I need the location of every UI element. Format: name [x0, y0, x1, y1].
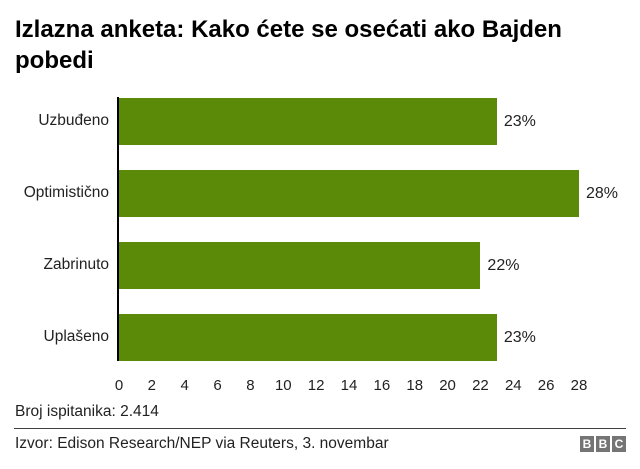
bar-row: Zabrinuto 22% — [14, 229, 626, 301]
value-label: 28% — [586, 184, 619, 202]
bar — [119, 169, 579, 217]
value-label: 23% — [503, 328, 536, 346]
bar-row: Uzbuđeno 23% — [14, 85, 626, 157]
x-tick-label: 4 — [180, 377, 189, 394]
bbc-logo-letter: B — [596, 436, 610, 452]
x-tick-label: 8 — [246, 377, 255, 394]
chart-title-line1: Izlazna anketa: Kako ćete se osećati ako… — [15, 16, 562, 43]
bar — [119, 313, 497, 361]
value-label: 22% — [487, 256, 520, 274]
footer-divider — [14, 428, 626, 429]
x-tick-label: 16 — [373, 377, 391, 394]
x-tick-label: 0 — [114, 377, 124, 394]
x-tick-label: 20 — [439, 377, 456, 394]
x-axis: 0 2 4 6 8 10 12 14 16 18 20 22 24 26 28 — [115, 373, 588, 395]
respondents-note: Broj ispitanika: 2.414 — [15, 403, 159, 420]
category-label: Zabrinuto — [43, 256, 109, 273]
x-tick-label: 10 — [274, 377, 292, 394]
bar-plot: 23% — [119, 313, 579, 361]
category-label: Uplašeno — [43, 328, 110, 345]
x-tick-label: 28 — [570, 377, 588, 394]
bbc-logo: B B C — [580, 436, 626, 452]
bar-plot: 28% — [119, 169, 618, 217]
footer: Izvor: Edison Research/NEP via Reuters, … — [14, 435, 626, 453]
bar — [119, 97, 497, 145]
chart-rows: Uzbuđeno 23% Optimistično 28% Zabrinuto 22% Up… — [14, 85, 626, 373]
x-tick-label: 2 — [147, 377, 157, 394]
category-label: Uzbuđeno — [38, 112, 109, 129]
bar-plot: 22% — [119, 241, 579, 289]
x-tick-label: 22 — [472, 377, 489, 394]
bar-chart: Uzbuđeno 23% Optimistično 28% Zabrinuto 22% Up… — [14, 85, 626, 395]
y-axis-line — [117, 97, 119, 361]
chart-title-line2: pobedi — [15, 47, 94, 74]
chart-title: Izlazna anketa: Kako ćete se osećati ako… — [15, 14, 626, 76]
x-tick-label: 14 — [340, 377, 358, 394]
bar-plot: 23% — [119, 97, 579, 145]
category-label: Optimistično — [23, 184, 109, 201]
value-label: 23% — [503, 112, 536, 130]
bar — [119, 241, 481, 289]
bbc-logo-letter: C — [612, 436, 626, 452]
x-tick-label: 24 — [504, 377, 522, 394]
x-tick-label: 18 — [406, 377, 424, 394]
bar-row: Uplašeno 23% — [14, 301, 626, 373]
x-tick-label: 26 — [537, 377, 555, 394]
x-tick-label: 12 — [307, 377, 325, 394]
bbc-logo-letter: B — [580, 436, 594, 452]
x-tick-label: 6 — [213, 377, 222, 394]
bar-row: Optimistično 28% — [14, 157, 626, 229]
source-note: Izvor: Edison Research/NEP via Reuters, … — [15, 435, 389, 452]
